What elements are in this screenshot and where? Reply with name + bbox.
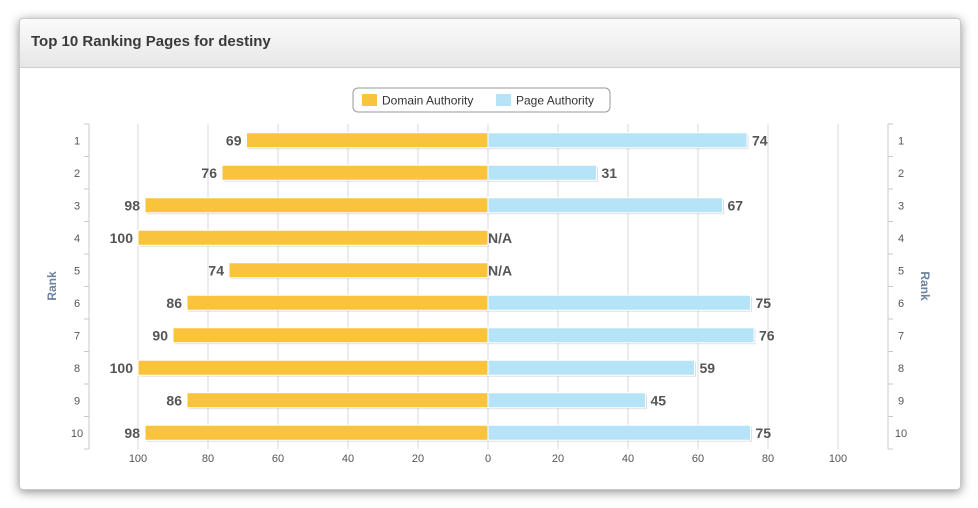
domain-authority-label: 90 bbox=[152, 327, 168, 343]
y-tick-label-right: 9 bbox=[898, 395, 904, 407]
page-authority-bar bbox=[487, 327, 755, 344]
domain-authority-label: 74 bbox=[208, 262, 224, 278]
page-authority-bar bbox=[487, 294, 751, 311]
domain-authority-bar bbox=[172, 327, 489, 344]
y-axis-title-left: Rank bbox=[45, 271, 59, 301]
y-axis-title-right: Rank bbox=[918, 271, 932, 301]
page-authority-label: 67 bbox=[728, 197, 744, 213]
domain-authority-label: 98 bbox=[124, 197, 140, 213]
y-tick-label-right: 3 bbox=[898, 200, 904, 212]
y-tick-label-right: 7 bbox=[898, 330, 904, 342]
page-authority-label: 59 bbox=[700, 360, 716, 376]
legend-swatch-page-authority bbox=[496, 94, 511, 106]
x-tick-label: 40 bbox=[342, 453, 354, 465]
domain-authority-bar bbox=[221, 164, 489, 181]
domain-authority-label: 98 bbox=[124, 425, 140, 441]
domain-authority-bar bbox=[137, 359, 489, 376]
x-tick-label: 80 bbox=[762, 453, 774, 465]
domain-authority-label: 100 bbox=[110, 360, 134, 376]
page-authority-label: 45 bbox=[651, 392, 667, 408]
page-authority-label: N/A bbox=[488, 262, 512, 278]
page-authority-label: 75 bbox=[756, 425, 772, 441]
page-authority-bar bbox=[487, 164, 597, 181]
domain-authority-bar bbox=[137, 229, 489, 246]
y-tick-label-left: 2 bbox=[74, 168, 80, 180]
domain-authority-bar bbox=[144, 424, 489, 441]
value-labels: 69 74 76 31 98 67 100 N/A 74 N/A 86 75 90 76 100 59 86 45… bbox=[110, 132, 775, 441]
panel-header: Top 10 Ranking Pages for destiny bbox=[20, 19, 960, 68]
page-authority-bar bbox=[487, 132, 748, 149]
page-authority-bar bbox=[487, 392, 646, 409]
domain-authority-label: 100 bbox=[110, 230, 134, 246]
y-tick-label-right: 10 bbox=[895, 428, 907, 440]
legend-label-page-authority: Page Authority bbox=[516, 94, 594, 108]
x-tick-label: 0 bbox=[485, 453, 491, 465]
x-tick-label: 60 bbox=[272, 453, 284, 465]
page-authority-bar bbox=[487, 359, 695, 376]
legend-box bbox=[352, 87, 611, 113]
page-authority-label: 31 bbox=[602, 165, 618, 181]
y-tick-label-left: 9 bbox=[74, 395, 80, 407]
y-tick-label-left: 6 bbox=[74, 298, 80, 310]
domain-authority-label: 69 bbox=[226, 132, 242, 148]
y-tick-label-left: 7 bbox=[74, 330, 80, 342]
domain-authority-label: 76 bbox=[201, 165, 217, 181]
y-tick-label-right: 4 bbox=[898, 233, 904, 245]
x-tick-label: 60 bbox=[692, 453, 704, 465]
page-authority-label: N/A bbox=[488, 230, 512, 246]
y-tick-label-left: 8 bbox=[74, 363, 80, 375]
y-tick-label-left: 10 bbox=[71, 428, 83, 440]
y-tick-label-left: 4 bbox=[74, 233, 80, 245]
page-authority-bar bbox=[487, 424, 751, 441]
y-tick-label-right: 6 bbox=[898, 298, 904, 310]
panel-title: Top 10 Ranking Pages for destiny bbox=[31, 33, 271, 50]
domain-authority-bar bbox=[186, 294, 489, 311]
x-tick-label: 20 bbox=[552, 453, 564, 465]
y-tick-label-left: 3 bbox=[74, 200, 80, 212]
domain-authority-label: 86 bbox=[166, 392, 182, 408]
page-authority-bar bbox=[487, 197, 723, 214]
x-tick-label: 100 bbox=[129, 453, 147, 465]
y-tick-label-right: 1 bbox=[898, 135, 904, 147]
y-tick-label-right: 2 bbox=[898, 168, 904, 180]
x-tick-label: 40 bbox=[622, 453, 634, 465]
domain-authority-bar bbox=[186, 392, 489, 409]
x-tick-label: 80 bbox=[202, 453, 214, 465]
x-tick-label: 100 bbox=[829, 453, 847, 465]
legend-swatch-domain-authority bbox=[362, 94, 377, 106]
x-tick-label: 20 bbox=[412, 453, 424, 465]
page-authority-label: 74 bbox=[752, 132, 768, 148]
legend-label-domain-authority: Domain Authority bbox=[382, 94, 473, 108]
y-tick-label-right: 8 bbox=[898, 363, 904, 375]
domain-authority-label: 86 bbox=[166, 295, 182, 311]
y-tick-label-left: 5 bbox=[74, 265, 80, 277]
domain-authority-bar bbox=[228, 262, 489, 279]
bars bbox=[137, 132, 756, 442]
page-authority-label: 76 bbox=[759, 327, 775, 343]
domain-authority-bar bbox=[246, 132, 489, 149]
domain-authority-bar bbox=[144, 197, 489, 214]
y-tick-label-right: 5 bbox=[898, 265, 904, 277]
legend[interactable]: Domain Authority Page Authority bbox=[352, 87, 611, 113]
y-tick-label-left: 1 bbox=[74, 135, 80, 147]
page-authority-label: 75 bbox=[756, 295, 772, 311]
